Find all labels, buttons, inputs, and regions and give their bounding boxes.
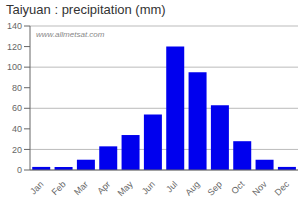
svg-text:Nov: Nov (250, 179, 269, 198)
html-text:www.allmetsat.com: www.allmetsat.com (36, 30, 105, 39)
svg-text:Feb: Feb (50, 179, 68, 197)
svg-text:Aug: Aug (183, 179, 201, 197)
svg-text:Apr: Apr (95, 179, 112, 196)
svg-text:40: 40 (12, 124, 22, 134)
svg-text:0: 0 (17, 165, 22, 175)
svg-text:20: 20 (12, 145, 22, 155)
svg-text:80: 80 (12, 83, 22, 93)
svg-text:60: 60 (12, 103, 22, 113)
svg-text:Sep: Sep (206, 179, 224, 197)
svg-text:Jun: Jun (140, 179, 157, 196)
svg-text:140: 140 (8, 21, 22, 31)
html-text:Taiyuan : precipitation (mm): Taiyuan : precipitation (mm) (6, 2, 166, 17)
svg-text:Jan: Jan (28, 179, 45, 196)
svg-text:Jul: Jul (164, 179, 179, 194)
svg-text:120: 120 (8, 42, 22, 52)
svg-text:Dec: Dec (273, 179, 292, 198)
svg-text:100: 100 (8, 62, 22, 72)
svg-text:May: May (116, 179, 135, 198)
svg-text:Oct: Oct (229, 179, 246, 196)
svg-text:Mar: Mar (72, 179, 90, 197)
